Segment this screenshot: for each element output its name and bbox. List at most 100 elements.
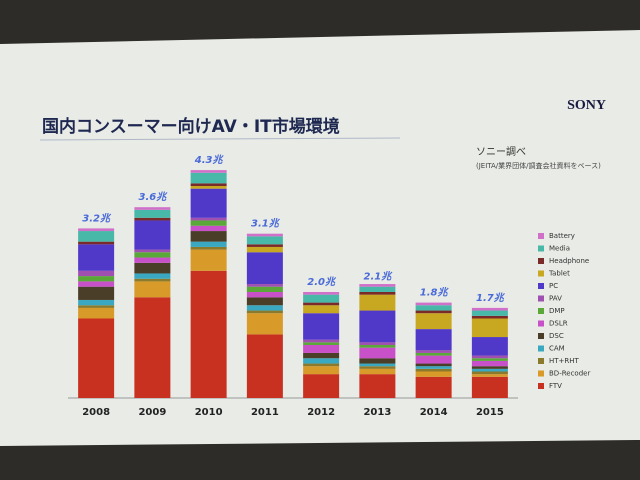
- bar-segment: [359, 342, 396, 345]
- bar-segment: [359, 374, 396, 398]
- bar-segment: [78, 270, 115, 277]
- bar-segment: [471, 366, 508, 369]
- bar-segment: [190, 231, 227, 242]
- bar-segment: [78, 307, 115, 319]
- legend-label: PC: [549, 282, 558, 290]
- bar-segment: [190, 170, 227, 173]
- bar-segment: [415, 363, 452, 367]
- bar-segment: [303, 345, 340, 353]
- bar-segment: [471, 376, 508, 398]
- x-tick-label: 2014: [420, 407, 448, 418]
- bar-segment: [190, 186, 227, 189]
- legend-label: DSC: [549, 332, 564, 340]
- legend-swatch: [538, 308, 544, 314]
- bar-segment: [415, 366, 452, 369]
- bar-segment: [303, 352, 340, 359]
- bar-segment: [134, 297, 171, 398]
- chart-title: 国内コンスーマー向けAV・IT市場環境: [42, 116, 340, 137]
- bar-segment: [190, 188, 227, 218]
- bar-segment: [134, 252, 171, 258]
- bar-segment: [303, 363, 340, 367]
- bar-segment: [303, 292, 340, 295]
- legend-swatch: [538, 383, 544, 389]
- bar-segment: [78, 241, 115, 245]
- bar-segment: [415, 302, 452, 306]
- bar-segment: [78, 299, 115, 306]
- bar-segment: [190, 270, 227, 398]
- total-label: 1.7兆: [476, 292, 506, 304]
- bar-segment: [134, 220, 171, 250]
- bar-segment: [415, 352, 452, 356]
- legend-label: Media: [549, 245, 570, 253]
- legend-label: FTV: [549, 382, 562, 390]
- legend-swatch: [538, 270, 544, 277]
- bar-segment: [303, 342, 340, 345]
- x-tick-label: 2015: [476, 407, 504, 418]
- bar-segment: [190, 246, 227, 250]
- title-underline: [39, 137, 401, 141]
- bar-segment: [134, 209, 171, 218]
- bar-segment: [246, 310, 283, 314]
- legend-label: PAV: [549, 295, 562, 303]
- bar-segment: [471, 360, 508, 367]
- bar-segment: [190, 172, 227, 184]
- bar-segment: [471, 368, 508, 372]
- bar-segment: [134, 217, 171, 221]
- legend-label: DMP: [549, 307, 565, 315]
- bar-segment: [246, 292, 283, 298]
- bar-segment: [134, 262, 171, 274]
- legend-label: CAM: [549, 345, 565, 353]
- bar-segment: [471, 371, 508, 375]
- bar-segment: [415, 355, 452, 364]
- bar-segment: [246, 284, 283, 287]
- bar-segment: [415, 329, 452, 351]
- legend-swatch: [538, 333, 544, 339]
- bar-segment: [190, 249, 227, 271]
- bar-segment: [246, 244, 283, 247]
- bar-segment: [78, 276, 115, 282]
- bar-segment: [471, 358, 508, 361]
- legend-label: Battery: [549, 232, 575, 240]
- bar-segment: [303, 339, 340, 343]
- legend-swatch: [538, 345, 544, 352]
- bar-segment: [303, 366, 340, 375]
- bar-segment: [78, 318, 115, 398]
- total-label: 4.3兆: [194, 154, 225, 166]
- x-tick-label: 2013: [363, 407, 391, 418]
- bar-segment: [246, 236, 283, 245]
- total-label: 3.1兆: [251, 218, 281, 230]
- legend-label: Tablet: [548, 270, 570, 278]
- legend-label: BD-Recoder: [549, 370, 590, 378]
- legend-swatch: [538, 320, 544, 327]
- total-label: 1.8兆: [420, 287, 450, 299]
- x-tick-label: 2012: [307, 407, 335, 418]
- bar-segment: [415, 313, 452, 330]
- bar-segment: [190, 220, 227, 226]
- bar-segment: [303, 374, 340, 398]
- bar-segment: [246, 334, 283, 398]
- bar-segment: [359, 358, 396, 364]
- bar-segment: [359, 284, 396, 287]
- bar-segment: [303, 294, 340, 303]
- source-note: (JEITA/業界団体/調査会社資料をベース): [476, 161, 601, 170]
- bar-segment: [190, 183, 227, 186]
- bar-segment: [78, 244, 115, 271]
- bar-segment: [415, 305, 452, 311]
- legend-swatch: [538, 358, 544, 364]
- bar-segment: [190, 241, 227, 247]
- bar-segment: [415, 368, 452, 372]
- bar-segment: [471, 318, 508, 338]
- bar-segment: [134, 249, 171, 253]
- bar-segment: [78, 231, 115, 242]
- total-label: 2.0兆: [307, 276, 337, 288]
- bar-segment: [415, 310, 452, 314]
- bar-segment: [303, 302, 340, 306]
- x-tick-label: 2010: [195, 407, 223, 418]
- bar-segment: [359, 363, 396, 367]
- legend-swatch: [538, 295, 544, 302]
- bar-segment: [471, 315, 508, 319]
- legend-swatch: [538, 258, 544, 264]
- bar-segment: [246, 246, 283, 253]
- bar-segment: [78, 228, 115, 232]
